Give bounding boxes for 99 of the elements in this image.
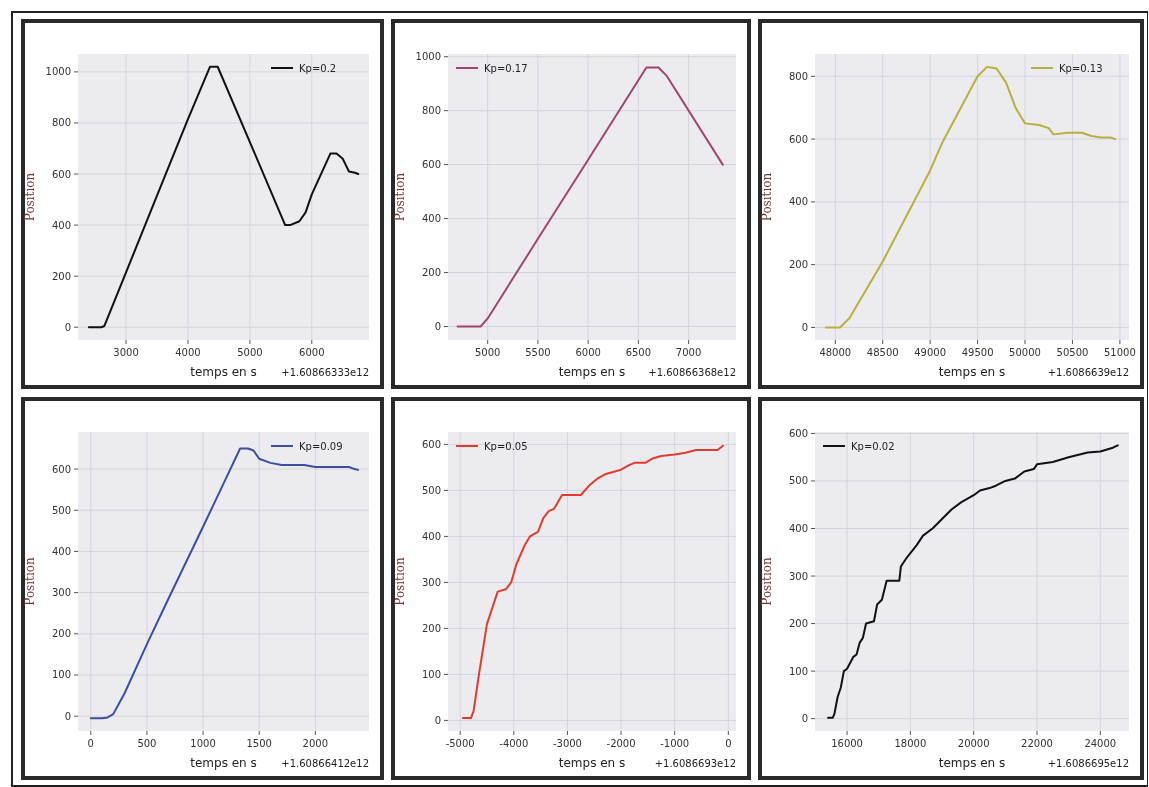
y-tick-label: 0 [434,714,441,726]
y-tick-label: 800 [788,70,808,82]
x-tick-label: 6500 [625,347,652,358]
y-tick-label: 500 [788,475,808,487]
x-tick-label: 6000 [575,347,601,358]
y-tick-label: 0 [801,321,808,333]
y-tick-label: 400 [421,213,441,225]
y-tick-label: 0 [801,713,808,725]
y-tick-label: 400 [788,196,808,208]
y-tick-label: 200 [788,618,808,630]
y-tick-label: 200 [51,270,71,282]
x-axis-title: temps en s [558,756,626,770]
x-tick-label: 1000 [190,738,216,749]
y-tick-label: 400 [51,219,71,231]
y-tick-label: 200 [788,259,808,271]
x-tick-label: 6000 [299,347,325,358]
y-tick-label: 500 [51,504,71,516]
y-tick-label: 800 [51,117,71,129]
x-tick-label: 7000 [675,347,702,358]
y-axis-title: Position [760,172,774,222]
y-tick-label: 1000 [415,51,441,63]
y-axis-title: Position [23,172,37,222]
line-series [87,65,360,329]
text: +1.6086639e12 [1047,367,1129,378]
legend-label: Kp=0.2 [299,62,337,74]
y-tick-label: 200 [51,628,71,640]
y-tick-label: 200 [421,267,441,279]
x-tick-label: 49500 [961,347,994,358]
x-tick-label: 24000 [1084,738,1117,749]
y-axis-title: Position [23,557,37,606]
x-axis-title: temps en s [190,756,257,770]
x-tick-label: 3000 [113,347,139,358]
x-tick-label: 2000 [302,738,329,749]
y-tick-label: 600 [788,427,808,439]
line-series [461,444,724,720]
x-axis-title: temps en s [190,365,257,379]
y-tick-label: 0 [64,710,71,722]
legend-label: Kp=0.02 [851,440,895,452]
y-tick-label: 600 [51,168,71,180]
x-tick-label: 22000 [1021,738,1053,749]
y-axis-title: Position [393,557,407,606]
text: +1.60866412e12 [281,758,369,769]
y-tick-label: 600 [788,133,808,145]
y-tick-label: 600 [421,159,441,171]
y-tick-label: 400 [51,545,71,557]
legend-label: Kp=0.13 [1059,62,1103,74]
line-series [456,66,724,328]
y-tick-label: 100 [788,665,808,677]
text: +1.60866333e12 [281,367,369,378]
y-axis-title: Position [760,557,774,606]
text: +1.6086695e12 [1047,758,1129,769]
x-axis-title: temps en s [938,756,1006,770]
x-tick-label: 5000 [474,347,501,358]
x-tick-label: 5000 [237,347,263,358]
y-tick-label: 500 [421,484,441,496]
x-tick-label: -4000 [499,738,529,749]
line-series [824,65,1117,329]
x-tick-label: 500 [137,738,157,749]
x-tick-label: 48000 [819,347,852,358]
y-tick-label: 0 [434,321,441,333]
x-tick-label: 51000 [1103,347,1136,358]
x-tick-label: 18000 [894,738,927,749]
y-tick-label: 1000 [45,66,71,78]
y-tick-label: 600 [51,463,71,475]
y-tick-label: 300 [788,570,808,582]
x-tick-label: -5000 [445,738,475,749]
x-tick-label: -2000 [606,738,636,749]
legend-label: Kp=0.09 [299,440,343,452]
y-tick-label: 200 [421,622,441,634]
x-tick-label: -3000 [552,738,582,749]
x-tick-label: 50000 [1009,347,1041,358]
x-tick-label: 4000 [175,347,201,358]
x-axis-title: temps en s [938,365,1006,379]
legend-label: Kp=0.05 [484,440,528,452]
legend-label: Kp=0.17 [484,62,528,74]
y-axis-title: Position [393,172,407,222]
y-tick-label: 300 [51,587,71,599]
x-tick-label: 0 [725,738,732,749]
line-series [827,444,1119,719]
y-tick-label: 800 [421,105,441,117]
text: +1.6086693e12 [654,758,736,769]
x-tick-label: 5500 [525,347,551,358]
x-tick-label: 16000 [831,738,863,749]
x-tick-label: 49000 [914,347,947,358]
y-tick-label: 0 [64,321,71,333]
y-tick-label: 600 [421,438,441,450]
text: +1.60866368e12 [648,367,736,378]
y-tick-label: 100 [51,669,71,681]
x-tick-label: 48500 [866,347,899,358]
y-tick-label: 400 [421,530,441,542]
y-tick-label: 100 [421,668,441,680]
x-tick-label: -1000 [660,738,690,749]
y-tick-label: 300 [421,576,441,588]
y-tick-label: 400 [788,523,808,534]
x-tick-label: 1500 [246,738,272,749]
x-tick-label: 50500 [1056,347,1089,358]
x-axis-title: temps en s [558,365,626,379]
x-tick-label: 20000 [957,738,990,749]
x-tick-label: 0 [87,738,94,749]
